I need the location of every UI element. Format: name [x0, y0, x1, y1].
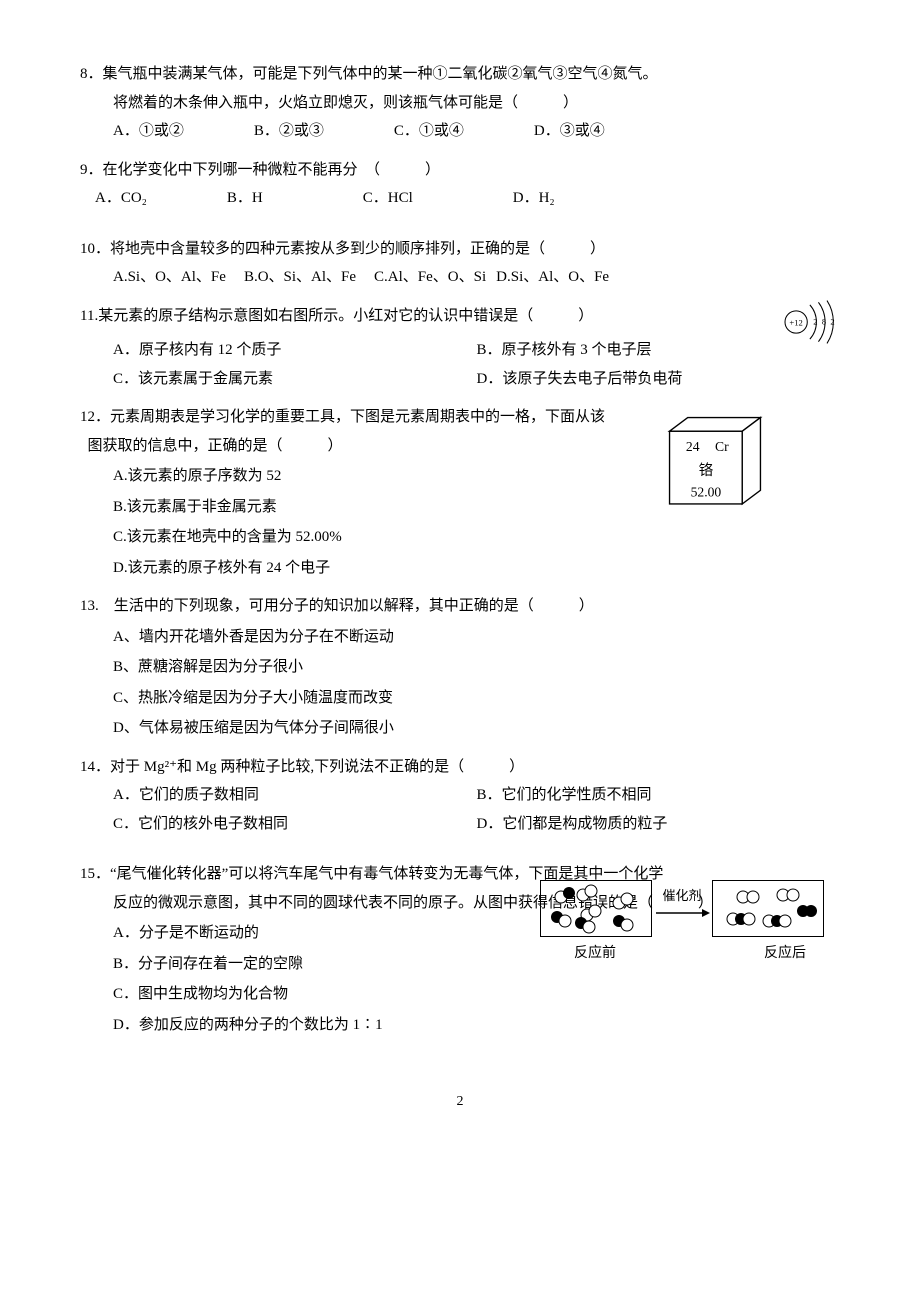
question-13: 13. 生活中的下列现象，可用分子的知识加以解释，其中正确的是（ ） A、墙内开… [80, 592, 840, 743]
atom-shell-1: 2 [813, 316, 817, 326]
q10-opt-d: D.Si、Al、O、Fe [496, 263, 609, 292]
q11-opt-d: D．该原子失去电子后带负电荷 [477, 365, 841, 394]
reaction-after-box [712, 880, 824, 937]
q9-opt-b: B．H [227, 184, 263, 213]
reaction-diagram: 催化剂 [540, 880, 840, 980]
q10-opt-c: C.Al、Fe、O、Si [374, 263, 486, 292]
q13-opt-a: A、墙内开花墙外香是因为分子在不断运动 [113, 623, 840, 652]
q9-options: A．CO₂ B．H C．HCl D．H₂ [80, 184, 840, 213]
question-8: 8．集气瓶中装满某气体，可能是下列气体中的某一种①二氧化碳②氧气③空气④氮气。 … [80, 60, 840, 146]
question-9: 9．在化学变化中下列哪一种微粒不能再分 （ ） A．CO₂ B．H C．HCl … [80, 156, 840, 213]
page-number: 2 [80, 1089, 840, 1116]
q15-opt-c: C．图中生成物均为化合物 [113, 980, 531, 1009]
question-12: 12．元素周期表是学习化学的重要工具，下图是元素周期表中的一格，下面从该 图获取… [80, 403, 840, 582]
q9-opt-c: C．HCl [363, 184, 413, 213]
q12-opt-d: D.该元素的原子核外有 24 个电子 [113, 554, 840, 583]
q12-opt-c: C.该元素在地壳中的含量为 52.00% [113, 523, 840, 552]
q15-options: A．分子是不断运动的 B．分子间存在着一定的空隙 C．图中生成物均为化合物 D．… [80, 919, 531, 1039]
reaction-arrow: 催化剂 [652, 889, 712, 928]
q13-stem: 13. 生活中的下列现象，可用分子的知识加以解释，其中正确的是（ ） [80, 592, 840, 621]
q15-opt-a: A．分子是不断运动的 [113, 919, 531, 948]
q8-opt-b: B．②或③ [254, 117, 324, 146]
q10-opt-a: A.Si、O、Al、Fe [113, 263, 226, 292]
q10-stem: 10．将地壳中含量较多的四种元素按从多到少的顺序排列，正确的是（ ） [80, 235, 840, 264]
q9-opt-d: D．H₂ [513, 184, 555, 213]
q8-opt-a: A．①或② [113, 117, 184, 146]
reaction-arrow-label: 催化剂 [652, 889, 712, 903]
q15-opt-d: D．参加反应的两种分子的个数比为 1∶1 [113, 1011, 531, 1040]
question-11: 11.某元素的原子结构示意图如右图所示。小红对它的认识中错误是（ ） A．原子核… [80, 302, 840, 394]
question-15: 15．“尾气催化转化器”可以将汽车尾气中有毒气体转变为无毒气体，下面是其中一个化… [80, 860, 840, 1039]
q8-opt-d: D．③或④ [534, 117, 605, 146]
q9-opt-a: A．CO₂ [95, 184, 147, 213]
q10-opt-b: B.O、Si、Al、Fe [244, 263, 356, 292]
q10-options: A.Si、O、Al、Fe B.O、Si、Al、Fe C.Al、Fe、O、Si D… [80, 263, 840, 292]
q8-stem-line1: 8．集气瓶中装满某气体，可能是下列气体中的某一种①二氧化碳②氧气③空气④氮气。 [80, 60, 840, 89]
q11-stem: 11.某元素的原子结构示意图如右图所示。小红对它的认识中错误是（ ） [80, 302, 840, 331]
q11-options: A．原子核内有 12 个质子 B．原子核外有 3 个电子层 C．该元素属于金属元… [80, 336, 840, 393]
q14-opt-b: B．它们的化学性质不相同 [477, 781, 841, 810]
q11-opt-c: C．该元素属于金属元素 [113, 365, 477, 394]
question-10: 10．将地壳中含量较多的四种元素按从多到少的顺序排列，正确的是（ ） A.Si、… [80, 235, 840, 292]
q8-opt-c: C．①或④ [394, 117, 464, 146]
q13-opt-b: B、蔗糖溶解是因为分子很小 [113, 653, 840, 682]
q13-options: A、墙内开花墙外香是因为分子在不断运动 B、蔗糖溶解是因为分子很小 C、热胀冷缩… [80, 623, 840, 743]
element-symbol: Cr [715, 439, 729, 454]
q11-opt-a: A．原子核内有 12 个质子 [113, 336, 477, 365]
atom-nucleus-label: +12 [789, 317, 802, 327]
q8-options: A．①或② B．②或③ C．①或④ D．③或④ [80, 117, 840, 146]
q9-stem: 9．在化学变化中下列哪一种微粒不能再分 （ ） [80, 156, 840, 185]
atom-shell-3: 2 [830, 316, 834, 326]
reaction-before-label: 反应前 [540, 941, 650, 968]
reaction-after-label: 反应后 [730, 941, 840, 968]
q13-opt-c: C、热胀冷缩是因为分子大小随温度而改变 [113, 684, 840, 713]
q13-opt-d: D、气体易被压缩是因为气体分子间隔很小 [113, 714, 840, 743]
element-cell-diagram: 24 Cr 铬 52.00 [660, 413, 770, 513]
element-number: 24 [686, 439, 700, 454]
q15-opt-b: B．分子间存在着一定的空隙 [113, 950, 531, 979]
atom-structure-diagram: +12 2 8 2 [780, 292, 850, 352]
q8-stem-line2: 将燃着的木条伸入瓶中，火焰立即熄灭，则该瓶气体可能是（ ） [80, 89, 840, 118]
q14-opt-c: C．它们的核外电子数相同 [113, 810, 477, 839]
q14-opt-d: D．它们都是构成物质的粒子 [477, 810, 841, 839]
q14-options: A．它们的质子数相同 B．它们的化学性质不相同 C．它们的核外电子数相同 D．它… [80, 781, 840, 838]
atom-shell-2: 8 [822, 316, 826, 326]
question-14: 14．对于 Mg²⁺和 Mg 两种粒子比较,下列说法不正确的是（ ） A．它们的… [80, 753, 840, 839]
element-mass: 52.00 [691, 485, 722, 500]
element-name: 铬 [699, 462, 714, 479]
q14-stem: 14．对于 Mg²⁺和 Mg 两种粒子比较,下列说法不正确的是（ ） [80, 753, 840, 782]
q14-opt-a: A．它们的质子数相同 [113, 781, 477, 810]
reaction-before-box [540, 880, 652, 937]
